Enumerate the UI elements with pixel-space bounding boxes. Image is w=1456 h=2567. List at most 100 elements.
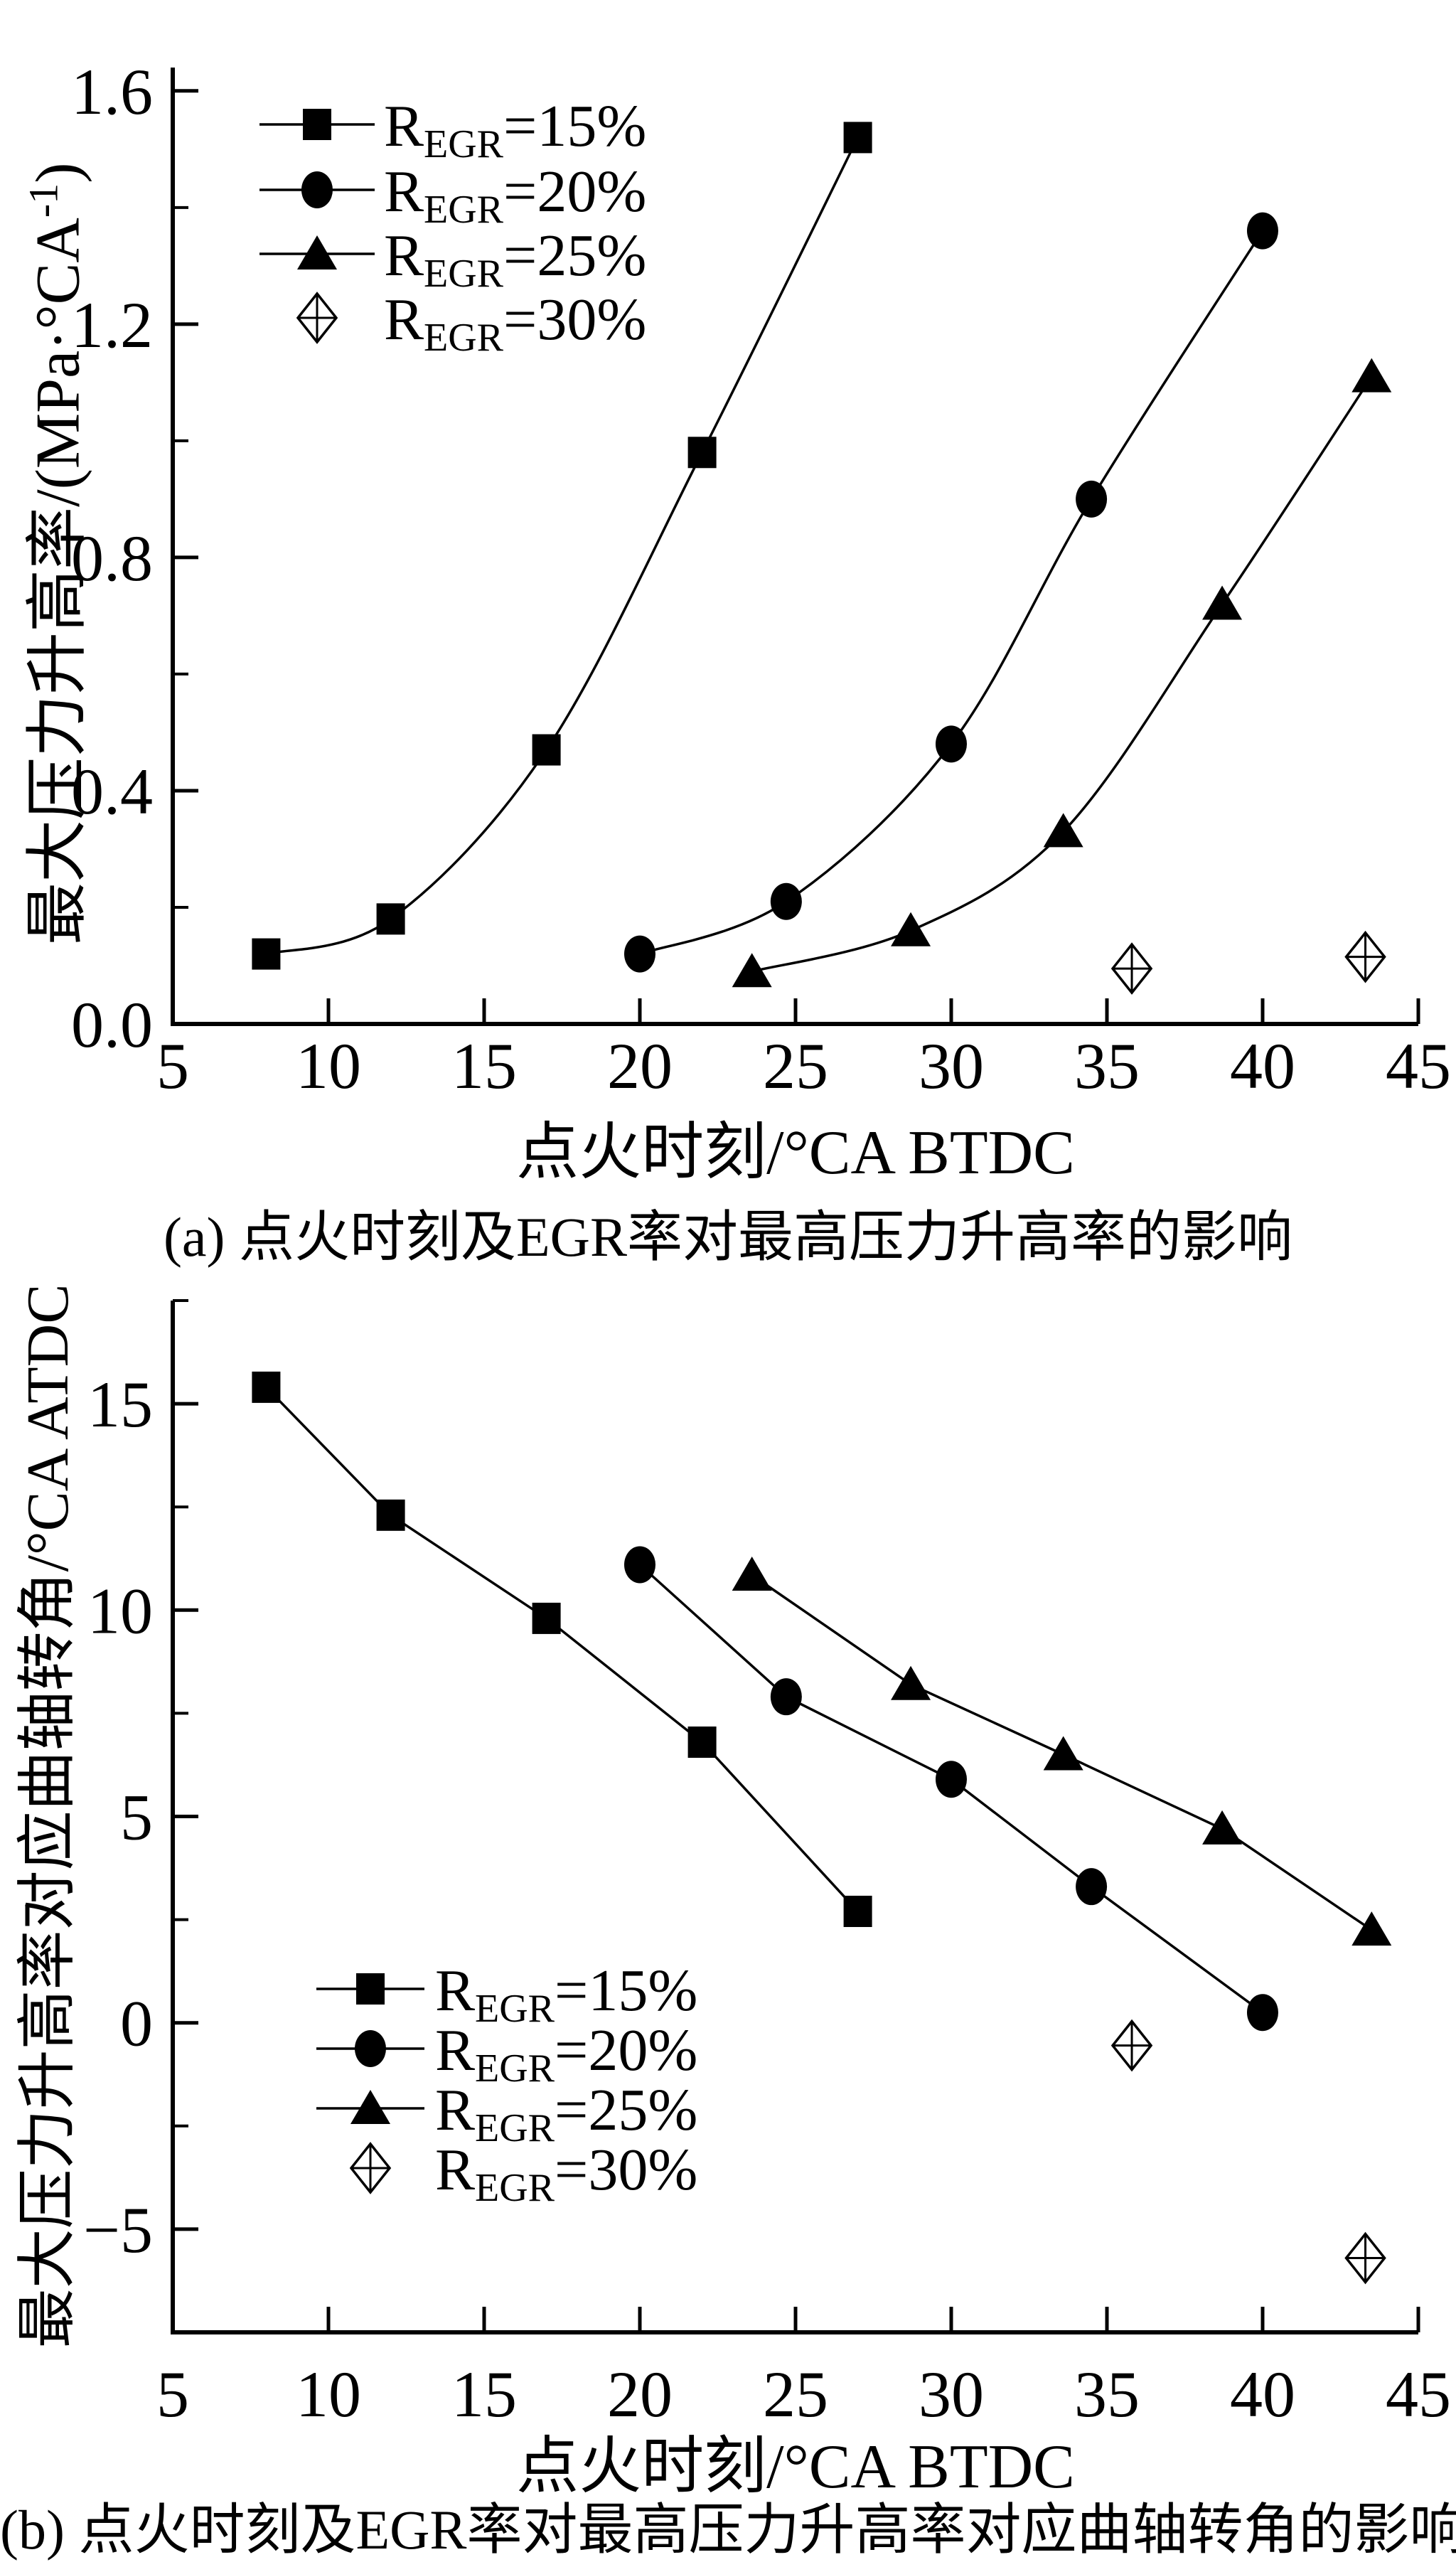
square-marker bbox=[687, 437, 717, 469]
triangle-marker bbox=[1351, 1911, 1392, 1946]
triangle-marker bbox=[350, 2090, 390, 2124]
series-points-square bbox=[252, 122, 872, 970]
series-points-circle bbox=[624, 212, 1278, 973]
legend-label: REGR=25% bbox=[435, 2077, 697, 2150]
legend-label: REGR=25% bbox=[384, 223, 646, 296]
y-tick-label: 15 bbox=[87, 1368, 153, 1441]
diamond-cross-marker bbox=[1110, 942, 1153, 995]
diamond-cross-marker bbox=[1110, 2019, 1153, 2072]
square-marker bbox=[843, 1895, 872, 1927]
y-tick-label: −5 bbox=[83, 2194, 153, 2266]
legend-item-25: REGR=25% bbox=[316, 2077, 697, 2150]
chart-a-x-axis-title: 点火时刻/°CA BTDC bbox=[516, 1119, 1075, 1188]
circle-marker bbox=[936, 725, 967, 763]
circle-marker bbox=[301, 171, 333, 208]
x-tick-label: 30 bbox=[919, 2358, 984, 2430]
chart-a-y-axis-title-sup: -1 bbox=[20, 183, 67, 218]
x-tick-label: 45 bbox=[1386, 1030, 1451, 1102]
x-tick-label: 20 bbox=[607, 2358, 673, 2430]
x-tick-label: 10 bbox=[296, 2358, 361, 2430]
series-points-triangle bbox=[732, 358, 1392, 988]
circle-marker bbox=[1076, 480, 1108, 518]
series-points-diamond-cross bbox=[1110, 930, 1386, 995]
legend-label: REGR=20% bbox=[384, 159, 646, 232]
diamond-cross-marker bbox=[1344, 930, 1386, 983]
axes-spines bbox=[171, 68, 1418, 1026]
triangle-marker bbox=[1202, 1810, 1243, 1845]
x-tick-label: 40 bbox=[1230, 1030, 1295, 1102]
triangle-marker bbox=[1351, 358, 1392, 393]
square-marker bbox=[303, 109, 331, 140]
y-tick-label: 0.8 bbox=[71, 522, 153, 594]
triangle-marker bbox=[1043, 1736, 1083, 1771]
chart-b-caption: (b) 点火时刻及EGR率对最高压力升高率对应曲轴转角的影响 bbox=[0, 2499, 1456, 2561]
square-marker bbox=[376, 903, 405, 935]
chart-b-x-axis-title: 点火时刻/°CA BTDC bbox=[516, 2433, 1075, 2502]
triangle-marker bbox=[732, 1556, 772, 1591]
chart-a-y-axis-title: 最大压力升高率/(MPa·°CA-1) bbox=[6, 0, 95, 1194]
triangle-marker bbox=[732, 953, 772, 988]
y-tick-label: 0.0 bbox=[71, 988, 153, 1061]
circle-marker bbox=[1247, 1994, 1278, 2032]
x-tick-label: 35 bbox=[1074, 2358, 1140, 2430]
chart-a-plot: 0.0 0.4 0.8 1.2 1.6 5 10 15 20 25 30 35 40 45 REGR=15%… bbox=[71, 55, 1451, 1102]
square-marker bbox=[532, 1602, 561, 1634]
circle-marker bbox=[624, 935, 655, 973]
series-line-square bbox=[265, 1386, 859, 1913]
square-marker bbox=[252, 938, 281, 970]
diamond-cross-marker bbox=[296, 292, 338, 344]
square-marker bbox=[532, 734, 561, 766]
legend-item-25: REGR=25% bbox=[259, 223, 646, 296]
square-marker bbox=[252, 1371, 281, 1403]
square-marker bbox=[687, 1727, 717, 1759]
chart-a-caption: (a) 点火时刻及EGR率对最高压力升高率的影响 bbox=[163, 1206, 1293, 1268]
x-tick-label: 15 bbox=[451, 1030, 517, 1102]
chart-a-y-axis-title-close: ) bbox=[23, 162, 93, 183]
series-points-circle bbox=[624, 1546, 1278, 2032]
x-tick-label: 10 bbox=[296, 1030, 361, 1102]
triangle-marker bbox=[1043, 813, 1083, 848]
diamond-cross-marker bbox=[349, 2142, 392, 2194]
triangle-marker bbox=[1202, 585, 1243, 620]
series-points-square bbox=[252, 1371, 872, 1927]
square-marker bbox=[843, 122, 872, 154]
circle-marker bbox=[1076, 1868, 1108, 1906]
legend-label: REGR=30% bbox=[384, 287, 646, 360]
legend-item-30: REGR=30% bbox=[296, 287, 646, 360]
x-tick-label: 35 bbox=[1074, 1030, 1140, 1102]
y-tick-label: 10 bbox=[87, 1574, 153, 1647]
circle-marker bbox=[770, 1678, 802, 1716]
x-tick-label: 45 bbox=[1386, 2358, 1451, 2430]
y-tick-label: 5 bbox=[120, 1781, 153, 1854]
legend-label: REGR=20% bbox=[435, 2017, 697, 2091]
y-tick-label: 1.6 bbox=[71, 55, 153, 128]
legend-label: REGR=30% bbox=[435, 2137, 697, 2210]
x-tick-label: 30 bbox=[919, 1030, 984, 1102]
square-marker bbox=[376, 1499, 405, 1531]
triangle-marker bbox=[891, 1665, 931, 1700]
triangle-marker bbox=[891, 912, 931, 946]
legend-item-30: REGR=30% bbox=[349, 2137, 697, 2210]
y-tick-label: 0 bbox=[120, 1987, 153, 2060]
y-tick-label: 0.4 bbox=[71, 755, 153, 828]
legend-item-20: REGR=20% bbox=[316, 2017, 697, 2091]
chart-a-y-axis-title-text: 最大压力升高率/(MPa·°CA bbox=[23, 218, 93, 945]
legend-label: REGR=15% bbox=[435, 1958, 697, 2031]
series-points-triangle bbox=[732, 1556, 1392, 1946]
series-points-diamond-cross bbox=[1110, 2019, 1386, 2285]
x-tick-label: 5 bbox=[156, 2358, 189, 2430]
diamond-cross-marker bbox=[1344, 2231, 1386, 2285]
legend-item-15: REGR=15% bbox=[259, 93, 646, 166]
chart-a: 0.0 0.4 0.8 1.2 1.6 5 10 15 20 25 30 35 40 45 REGR=15%… bbox=[6, 0, 1451, 1268]
x-tick-label: 15 bbox=[451, 2358, 517, 2430]
legend-item-20: REGR=20% bbox=[259, 159, 646, 232]
x-tick-label: 5 bbox=[156, 1030, 189, 1102]
square-marker bbox=[356, 1973, 385, 2005]
x-tick-label: 20 bbox=[607, 1030, 673, 1102]
chart-b-y-axis-title: 最大压力升高率对应曲轴转角/°CA ATDC bbox=[15, 1284, 81, 2349]
circle-marker bbox=[624, 1546, 655, 1584]
legend-item-15: REGR=15% bbox=[316, 1958, 697, 2031]
x-tick-label: 25 bbox=[763, 1030, 828, 1102]
x-tick-label: 40 bbox=[1230, 2358, 1295, 2430]
